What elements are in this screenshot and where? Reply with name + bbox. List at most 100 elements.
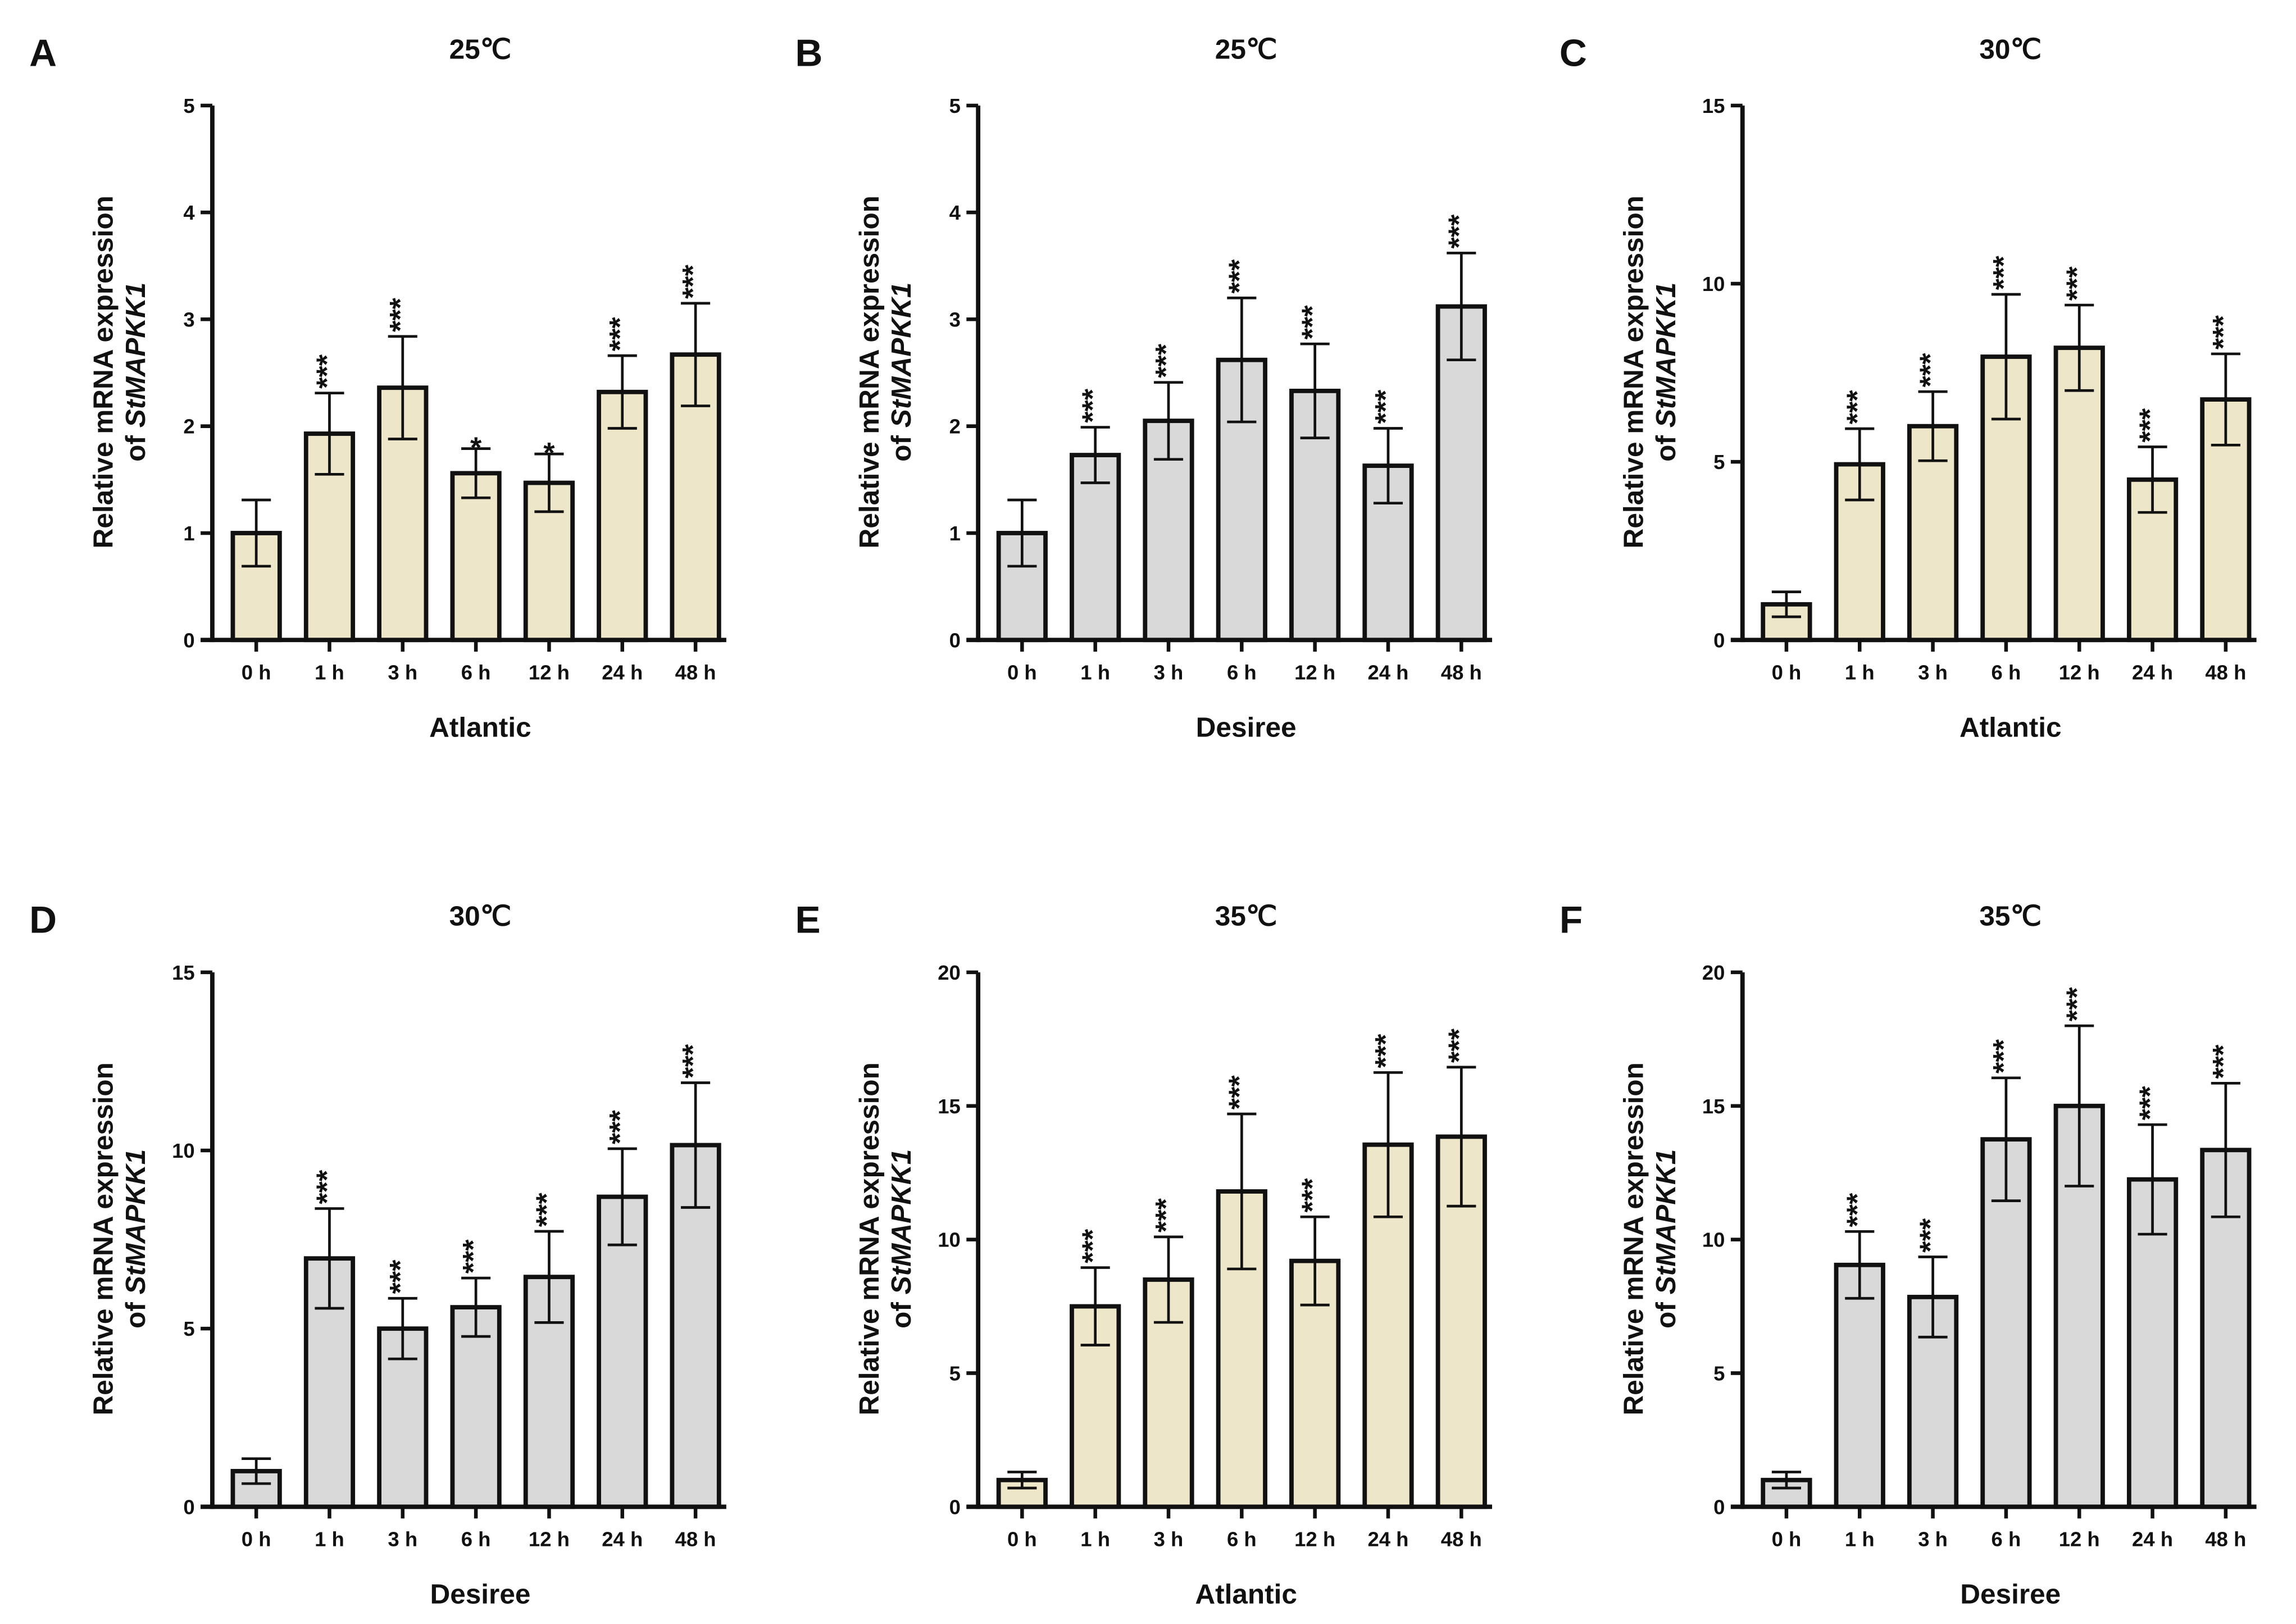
x-tick-label: 24 h <box>602 1528 643 1551</box>
y-tick-label: 20 <box>938 961 961 984</box>
significance-label: *** <box>311 1170 343 1204</box>
y-axis-label-line2: of <box>1651 427 1681 462</box>
y-tick-label: 10 <box>938 1229 961 1252</box>
x-tick-label: 0 h <box>1007 1528 1037 1551</box>
significance-label: *** <box>677 1044 710 1079</box>
y-axis-label: Relative mRNA expression of StMAPKK1 <box>88 195 151 548</box>
significance-label: *** <box>2061 987 2093 1022</box>
panel-letter: A <box>29 32 57 74</box>
significance-label: *** <box>2134 1086 2167 1121</box>
y-tick-label: 15 <box>172 961 195 984</box>
y-axis-label: Relative mRNA expression of StMAPKK1 <box>854 195 917 548</box>
y-axis-label-gene: StMAPKK1 <box>886 283 917 428</box>
y-axis-label-line1: Relative mRNA expression <box>854 1062 885 1415</box>
x-tick-label: 48 h <box>1441 1528 1482 1551</box>
x-tick-label: 6 h <box>461 1528 491 1551</box>
x-tick-label: 1 h <box>1080 661 1110 684</box>
x-tick-label: 1 h <box>1845 661 1875 684</box>
significance-label: *** <box>1915 353 1947 388</box>
significance-label: *** <box>1150 1198 1183 1232</box>
chart-title: 25℃ <box>1215 34 1277 65</box>
x-tick-label: 1 h <box>315 661 344 684</box>
significance-label: *** <box>1223 259 1256 294</box>
significance-label: *** <box>311 354 343 389</box>
y-axis-label-gene: StMAPKK1 <box>1651 283 1681 428</box>
x-tick-label: 48 h <box>675 661 716 684</box>
significance-label: *** <box>1077 1229 1110 1263</box>
significance-label: *** <box>2207 315 2240 350</box>
y-axis-label-line1: Relative mRNA expression <box>854 195 885 548</box>
significance-label: *** <box>677 264 710 299</box>
y-tick-label: 0 <box>183 1495 194 1518</box>
y-tick-label: 5 <box>949 1362 961 1385</box>
significance-label: *** <box>1150 343 1183 378</box>
y-tick-label: 0 <box>949 1495 961 1518</box>
y-axis-label: Relative mRNA expression of StMAPKK1 <box>1618 195 1681 548</box>
significance-label: *** <box>530 1193 563 1227</box>
x-tick-label: 12 h <box>1294 661 1335 684</box>
significance-label: *** <box>1370 389 1402 424</box>
significance-label: *** <box>457 1239 490 1274</box>
y-axis-label: Relative mRNA expression of StMAPKK1 <box>88 1062 151 1415</box>
x-axis-label: Atlantic <box>1195 1578 1297 1609</box>
x-tick-label: 24 h <box>1367 1528 1408 1551</box>
x-tick-label: 48 h <box>2205 661 2246 684</box>
bar-24h <box>597 389 648 643</box>
panel-d: D 30℃ Relative mRNA expression of StMAPKK1 0… <box>29 899 726 1609</box>
y-axis-label-gene: StMAPKK1 <box>120 283 151 428</box>
y-tick-label: 15 <box>938 1095 961 1118</box>
bar-12h <box>2053 345 2105 643</box>
significance-label: *** <box>1370 1034 1402 1068</box>
significance-label: *** <box>1223 1075 1256 1110</box>
significance-label: *** <box>1841 1193 1874 1227</box>
y-tick-label: 4 <box>183 201 195 224</box>
x-tick-label: 12 h <box>529 1528 570 1551</box>
x-tick-label: 24 h <box>602 661 643 684</box>
significance-label: *** <box>1443 1028 1475 1063</box>
x-tick-label: 1 h <box>1080 1528 1110 1551</box>
x-axis-label: Desiree <box>1196 712 1297 743</box>
y-tick-label: 10 <box>1702 1229 1725 1252</box>
significance-label: *** <box>1841 390 1874 425</box>
significance-label: *** <box>604 1109 636 1144</box>
panel-b: B 25℃ Relative mRNA expression of StMAPKK1 0… <box>795 32 1493 743</box>
significance-label: *** <box>2134 408 2167 443</box>
x-tick-label: 48 h <box>2205 1528 2246 1551</box>
bar-48h <box>2200 1148 2252 1509</box>
chart-title: 35℃ <box>1979 901 2042 932</box>
x-tick-label: 48 h <box>1441 661 1482 684</box>
y-axis-label: Relative mRNA expression of StMAPKK1 <box>1618 1062 1681 1415</box>
y-axis-label-line2: of <box>886 427 917 462</box>
y-tick-label: 1 <box>949 522 961 545</box>
y-tick-label: 5 <box>1713 1362 1725 1385</box>
x-tick-label: 6 h <box>461 661 491 684</box>
y-tick-label: 2 <box>183 415 194 438</box>
bar-6h <box>450 1305 502 1509</box>
significance-label: *** <box>1988 1039 2020 1073</box>
x-tick-label: 12 h <box>1294 1528 1335 1551</box>
panel-letter: C <box>1560 32 1587 74</box>
significance-label: *** <box>1443 214 1475 249</box>
y-tick-label: 10 <box>172 1139 195 1162</box>
panel-letter: B <box>795 32 822 74</box>
y-tick-label: 5 <box>183 1317 194 1340</box>
y-axis-label-gene: StMAPKK1 <box>886 1149 917 1295</box>
bar-6h <box>1980 1137 2032 1509</box>
y-tick-label: 0 <box>1713 1495 1725 1518</box>
x-tick-label: 6 h <box>1227 661 1257 684</box>
panel-letter: F <box>1560 899 1583 941</box>
significance-label: *** <box>1077 388 1110 423</box>
x-axis-label: Atlantic <box>1959 712 2062 743</box>
x-tick-label: 24 h <box>1367 661 1408 684</box>
significance-label: *** <box>1297 305 1329 340</box>
x-tick-label: 3 h <box>1918 661 1948 684</box>
y-axis-label-line1: Relative mRNA expression <box>88 195 119 548</box>
x-tick-label: 3 h <box>1154 1528 1184 1551</box>
y-tick-label: 0 <box>183 629 194 652</box>
y-tick-label: 5 <box>183 94 194 117</box>
y-tick-label: 3 <box>183 308 194 331</box>
y-tick-label: 4 <box>949 201 961 224</box>
panel-c: C 30℃ Relative mRNA expression of StMAPKK1 0… <box>1560 32 2257 743</box>
x-axis-label: Desiree <box>1960 1578 2061 1609</box>
significance-label: *** <box>1297 1178 1329 1213</box>
